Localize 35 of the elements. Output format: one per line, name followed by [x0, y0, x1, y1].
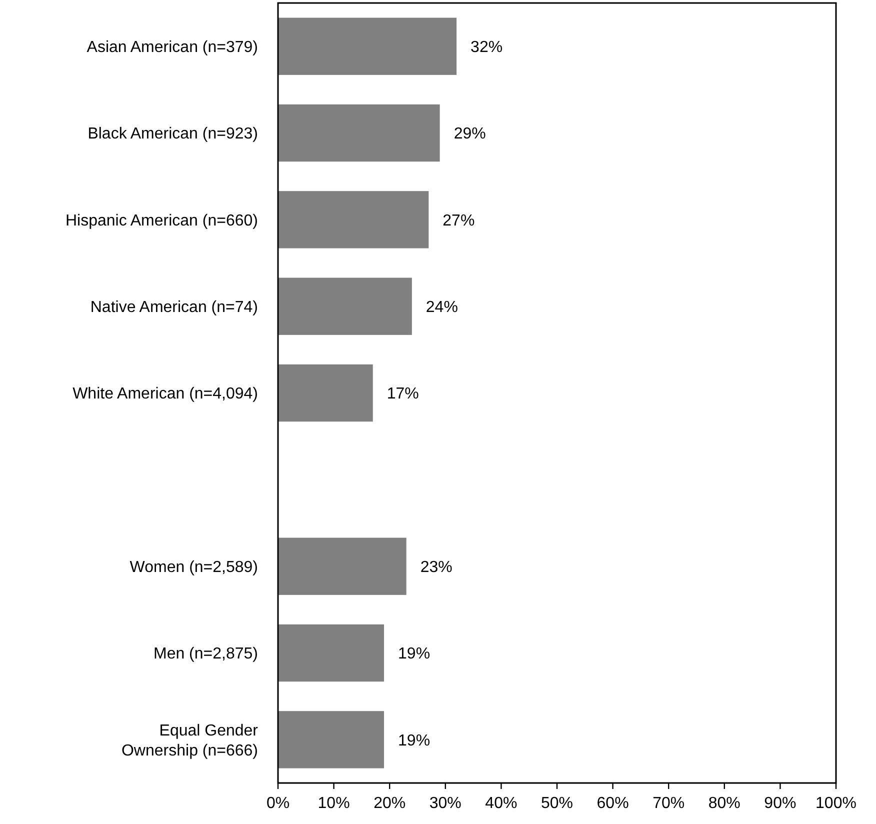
- y-tick-label: Black American (n=923): [88, 126, 258, 143]
- x-tick-label: 20%: [374, 795, 406, 812]
- data-label: 32%: [470, 38, 503, 56]
- bar: [278, 711, 384, 768]
- data-label: 29%: [454, 126, 486, 143]
- data-label: 27%: [442, 212, 475, 230]
- x-tick-label: 30%: [429, 795, 462, 812]
- x-tick-label: 40%: [485, 795, 518, 812]
- data-label: 24%: [426, 298, 458, 316]
- bar: [278, 104, 440, 162]
- x-tick-label: 0%: [266, 795, 290, 812]
- y-tick-label: Equal Gender Ownership (n=666): [121, 722, 259, 760]
- x-tick-label: 80%: [708, 795, 740, 812]
- x-tick-label: 90%: [764, 795, 796, 812]
- bar: [278, 18, 457, 75]
- y-tick-label: White American (n=4,094): [72, 386, 258, 403]
- x-tick-label: 70%: [652, 795, 685, 812]
- y-tick-label: Hispanic American (n=660): [65, 212, 258, 230]
- x-tick-label: 10%: [318, 795, 350, 812]
- bar: [278, 624, 384, 682]
- bar: [278, 191, 429, 248]
- x-tick-label: 100%: [816, 795, 856, 812]
- data-label: 17%: [386, 386, 419, 403]
- x-tick-label: 60%: [596, 795, 629, 812]
- bar: [278, 364, 373, 422]
- data-label: 23%: [420, 558, 452, 576]
- data-label: 19%: [398, 732, 430, 750]
- y-tick-label: Men (n=2,875): [153, 646, 258, 663]
- bar: [278, 538, 406, 595]
- bar: [278, 278, 412, 335]
- y-tick-label: Asian American (n=379): [86, 38, 258, 56]
- y-tick-label: Women (n=2,589): [130, 558, 258, 576]
- data-label: 19%: [398, 646, 430, 663]
- x-tick-label: 50%: [540, 795, 574, 812]
- y-tick-label: Native American (n=74): [90, 298, 258, 316]
